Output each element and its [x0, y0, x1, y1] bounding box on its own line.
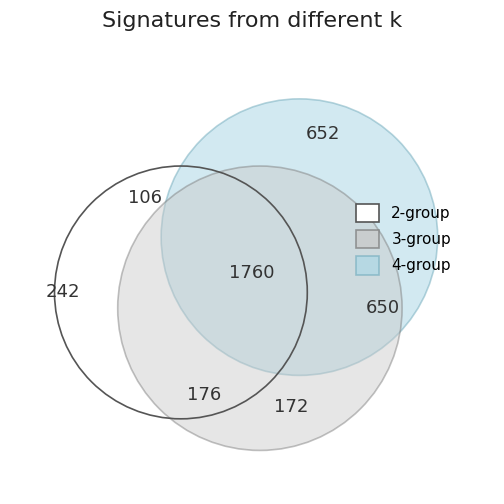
Text: 652: 652 — [306, 125, 340, 144]
Text: 106: 106 — [129, 188, 162, 207]
Circle shape — [118, 166, 402, 451]
Text: 650: 650 — [365, 299, 399, 317]
Circle shape — [161, 99, 437, 375]
Text: 172: 172 — [274, 398, 308, 416]
Text: 1760: 1760 — [229, 264, 275, 282]
Title: Signatures from different k: Signatures from different k — [102, 11, 402, 31]
Legend: 2-group, 3-group, 4-group: 2-group, 3-group, 4-group — [349, 196, 459, 282]
Text: 242: 242 — [45, 283, 80, 301]
Text: 176: 176 — [187, 386, 222, 404]
